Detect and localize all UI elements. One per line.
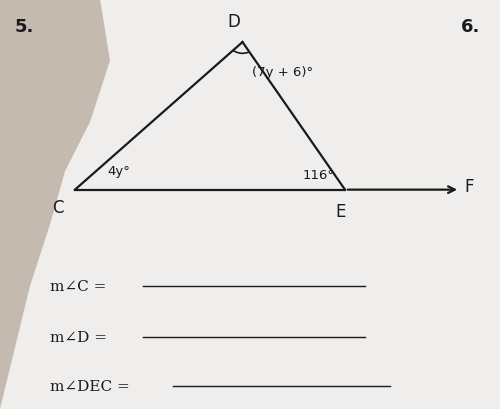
Text: F: F — [464, 177, 473, 195]
Text: 4y°: 4y° — [108, 165, 130, 178]
Text: D: D — [228, 13, 240, 31]
Text: 116°: 116° — [302, 169, 334, 182]
Text: C: C — [52, 198, 63, 216]
Text: m∠C =: m∠C = — [50, 279, 111, 293]
Text: E: E — [336, 202, 346, 220]
Text: m∠DEC =: m∠DEC = — [50, 380, 134, 393]
Text: 6.: 6. — [460, 18, 480, 36]
Text: m∠D =: m∠D = — [50, 330, 112, 344]
Text: 5.: 5. — [15, 18, 34, 36]
PathPatch shape — [0, 0, 110, 409]
Text: (7y + 6)°: (7y + 6)° — [252, 65, 314, 79]
